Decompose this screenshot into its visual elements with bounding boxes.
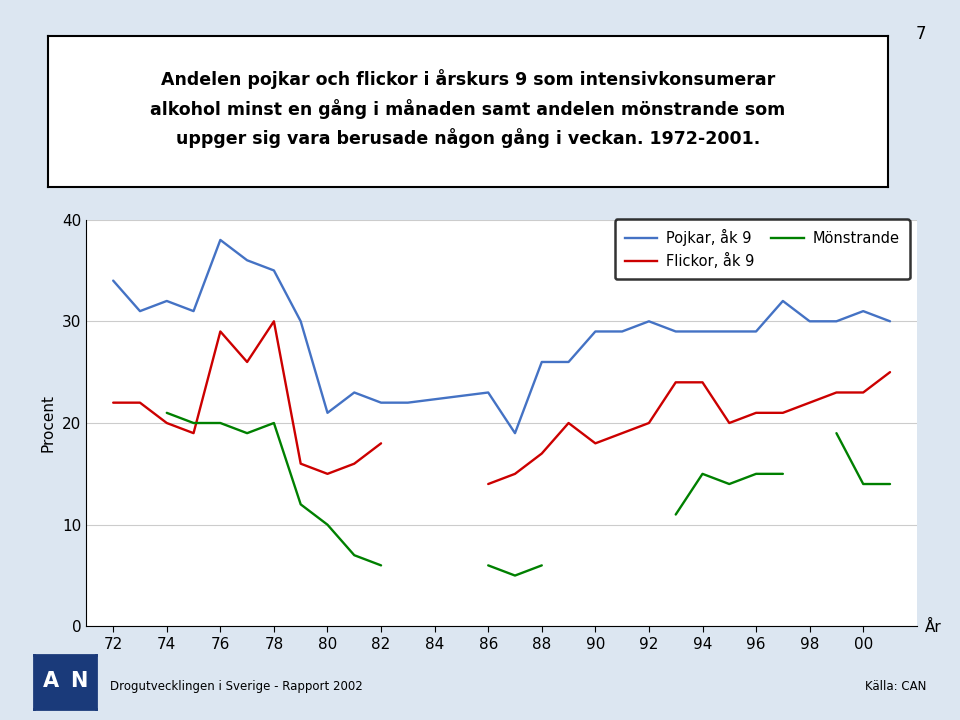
Legend: Pojkar, åk 9, Flickor, åk 9, Mönstrande: Pojkar, åk 9, Flickor, åk 9, Mönstrande [614,219,909,279]
Text: Drogutvecklingen i Sverige - Rapport 2002: Drogutvecklingen i Sverige - Rapport 200… [110,680,363,693]
Text: År: År [924,621,941,635]
Y-axis label: Procent: Procent [40,394,56,452]
Text: N: N [70,671,87,691]
Text: Källa: CAN: Källa: CAN [865,680,926,693]
Text: 7: 7 [916,25,926,43]
Text: A: A [43,671,60,691]
Text: Andelen pojkar och flickor i årskurs 9 som intensivkonsumerar
alkohol minst en g: Andelen pojkar och flickor i årskurs 9 s… [151,69,785,148]
